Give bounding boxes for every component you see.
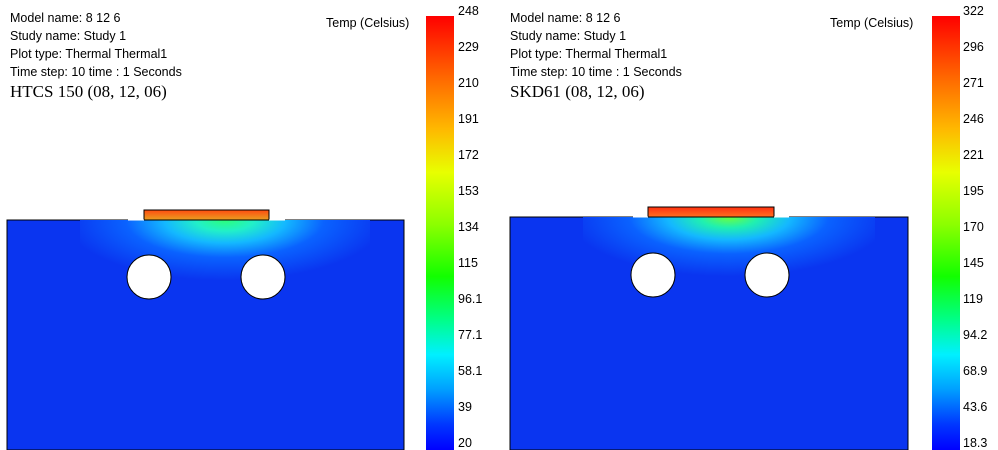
color-scale-bar [932,16,960,450]
material-title: HTCS 150 (08, 12, 06) [10,82,167,101]
scale-tick-label: 210 [458,76,479,90]
thermal-contour-plot-left [6,209,405,450]
cooling-hole [630,252,676,298]
scale-label: Temp (Celsius) [830,16,914,30]
plot-type: Plot type: Thermal Thermal1 [10,47,168,61]
thermal-plot-panel-left: Model name: 8 12 6 Study name: Study 1 P… [6,4,482,450]
scale-tick-label: 271 [963,76,984,90]
scale-tick-label: 43.6 [963,400,988,414]
scale-ticks: 248 229 210 191 172 153 134 115 96.1 77.1 58.1 39 20 [458,0,506,450]
scale-tick-label: 134 [458,220,479,234]
scale-tick-label: 172 [458,148,479,162]
scale-tick-label: 229 [458,40,479,54]
time-step: Time step: 10 time : 1 Seconds [10,65,182,79]
plot-info: Model name: 8 12 6 Study name: Study 1 P… [510,9,682,102]
scale-tick-label: 39 [458,400,472,414]
scale-tick-label: 77.1 [458,328,483,342]
scale-tick-label: 153 [458,184,479,198]
material-title: SKD61 (08, 12, 06) [510,82,645,101]
scale-tick-label: 96.1 [458,292,483,306]
heated-plate [143,209,270,221]
scale-label: Temp (Celsius) [326,16,410,30]
model-name: Model name: 8 12 6 [510,11,621,25]
scale-tick-label: 20 [458,436,472,450]
scale-tick-label: 145 [963,256,984,270]
plot-info: Model name: 8 12 6 Study name: Study 1 P… [10,9,182,102]
color-scale-bar [426,16,454,450]
scale-tick-label: 191 [458,112,479,126]
plot-type: Plot type: Thermal Thermal1 [510,47,668,61]
study-name: Study name: Study 1 [10,29,127,43]
cooling-hole [126,254,172,300]
scale-tick-label: 248 [458,4,479,18]
heat-zone [583,217,875,325]
scale-tick-label: 94.2 [963,328,988,342]
scale-tick-label: 246 [963,112,984,126]
scale-tick-label: 296 [963,40,984,54]
scale-tick-label: 119 [963,292,983,306]
cooling-hole [240,254,286,300]
scale-tick-label: 170 [963,220,984,234]
scale-tick-label: 58.1 [458,364,483,378]
study-name: Study name: Study 1 [510,29,627,43]
scale-tick-label: 195 [963,184,984,198]
cooling-hole [744,252,790,298]
time-step: Time step: 10 time : 1 Seconds [510,65,682,79]
heated-plate [647,206,775,218]
heat-zone [80,220,370,330]
scale-tick-label: 115 [458,256,478,270]
scale-tick-label: 221 [963,148,984,162]
scale-tick-label: 322 [963,4,984,18]
thermal-contour-plot-right [509,206,909,450]
scale-ticks: 322 296 271 246 221 195 170 145 119 94.2 68.9 43.6 1… [963,0,998,450]
scale-tick-label: 68.9 [963,364,988,378]
model-name: Model name: 8 12 6 [10,11,121,25]
scale-tick-label: 18.3 [963,436,988,450]
thermal-plot-panel-right: Model name: 8 12 6 Study name: Study 1 P… [503,0,998,450]
